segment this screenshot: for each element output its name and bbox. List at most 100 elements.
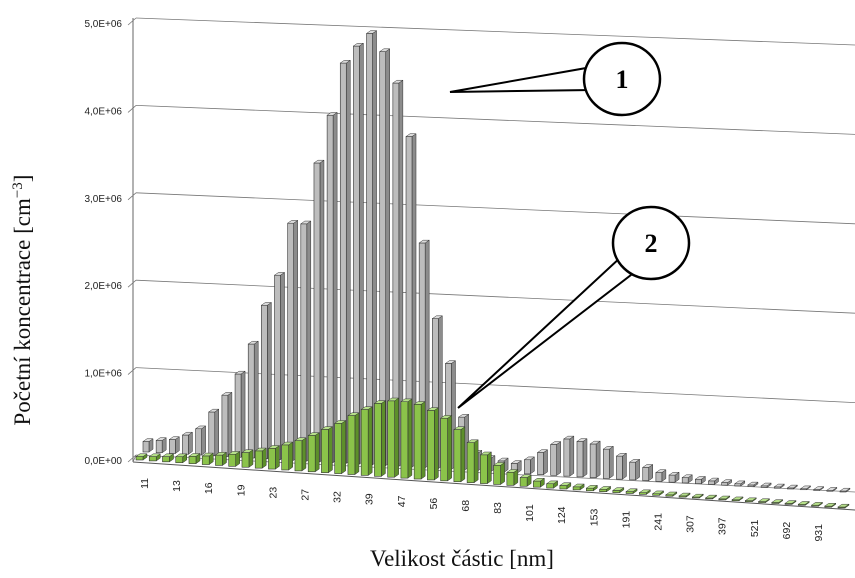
bar-1-12 — [300, 220, 312, 462]
bar-1-51 — [812, 486, 825, 491]
x-tick-label: 191 — [620, 511, 632, 529]
bar-2-26 — [479, 451, 493, 485]
x-tick-label: 124 — [556, 506, 568, 524]
bar-1-1 — [155, 437, 167, 454]
bar-2-9 — [254, 447, 268, 469]
bar-1-4 — [194, 425, 207, 456]
bar-2-29 — [519, 474, 532, 487]
tick-mark — [127, 279, 137, 288]
bar-2-3 — [174, 453, 188, 464]
bar-2-51 — [810, 501, 824, 507]
x-tick-label: 56 — [428, 498, 440, 510]
x-tick-label: 23 — [267, 487, 279, 499]
callout-1: 1 — [449, 41, 662, 117]
bar-1-39 — [655, 469, 667, 482]
y-tick-label: 5,0E+06 — [84, 19, 122, 30]
bar-2-34 — [585, 484, 599, 492]
x-tick-label: 19 — [235, 484, 247, 496]
bar-2-5 — [201, 452, 215, 466]
x-tick-label: 83 — [492, 502, 504, 514]
callout-1-pointer — [449, 65, 593, 93]
bar-2-48 — [770, 499, 784, 504]
bar-1-49 — [786, 484, 799, 490]
bar-2-36 — [612, 487, 625, 494]
bar-2-28 — [506, 469, 519, 486]
bar-1-19 — [392, 79, 404, 467]
bar-1-47 — [760, 482, 772, 488]
bar-2-42 — [691, 493, 705, 499]
bar-2-14 — [320, 426, 334, 474]
bar-2-1 — [148, 453, 162, 462]
x-tick-label: 101 — [524, 504, 536, 522]
x-tick-label: 521 — [749, 519, 761, 537]
floor-edge — [132, 454, 137, 463]
bar-2-7 — [227, 450, 241, 467]
bar-1-5 — [207, 408, 220, 457]
callout-2-label: 2 — [645, 229, 658, 258]
x-tick-label: 47 — [396, 495, 408, 507]
bar-2-43 — [704, 494, 718, 500]
y-tick-label: 1,0E+06 — [84, 369, 122, 380]
gridline — [135, 192, 855, 225]
bar-1-31 — [549, 441, 562, 476]
y-tick-label: 3,0E+06 — [84, 194, 122, 205]
bar-2-19 — [386, 397, 400, 478]
y-tick-label: 4,0E+06 — [84, 106, 122, 117]
bar-1-8 — [247, 340, 260, 459]
bar-1-15 — [339, 59, 352, 464]
bar-1-11 — [286, 219, 299, 461]
bar-1-36 — [615, 452, 628, 480]
y-axis-title-exponent: −3 — [10, 182, 26, 198]
bar-1-3 — [181, 431, 194, 455]
bar-1-0 — [142, 438, 154, 453]
tick-mark — [127, 17, 137, 26]
bar-2-21 — [413, 401, 426, 480]
tick-mark — [127, 192, 137, 201]
bar-1-53 — [839, 487, 851, 493]
x-tick-label: 153 — [588, 509, 600, 527]
y-axis-tick-labels: 0,0E+00 1,0E+06 2,0E+06 3,0E+06 4,0E+06 5,0E+… — [84, 19, 122, 467]
bar-1-7 — [234, 370, 246, 458]
gridline — [135, 279, 855, 314]
bar-1-48 — [773, 483, 786, 489]
series-2-bars — [135, 397, 850, 509]
bar-2-18 — [373, 400, 387, 477]
gridline — [135, 17, 855, 46]
bar-2-10 — [267, 445, 281, 470]
series-1-bars — [142, 30, 851, 493]
bar-2-50 — [797, 501, 811, 506]
bar-1-45 — [733, 480, 746, 487]
bar-1-6 — [221, 391, 233, 458]
bar-2-31 — [545, 480, 559, 489]
bar-2-12 — [294, 437, 307, 472]
x-tick-label: 692 — [781, 522, 793, 540]
bar-2-17 — [360, 406, 373, 476]
x-axis-tick-labels: 11 13 16 19 23 27 32 39 47 56 68 83 101 124 153 191 241 3… — [139, 478, 825, 542]
tick-mark — [127, 367, 137, 375]
bar-2-23 — [439, 414, 453, 482]
bar-1-35 — [602, 445, 615, 479]
bar-1-14 — [326, 111, 338, 464]
bar-2-46 — [744, 497, 758, 503]
bar-1-41 — [681, 474, 693, 484]
bar-1-33 — [576, 438, 588, 478]
bar-1-9 — [260, 301, 273, 460]
bar-2-20 — [400, 398, 413, 479]
bar-1-40 — [668, 471, 680, 483]
bar-1-32 — [563, 435, 575, 477]
x-tick-label: 11 — [139, 478, 151, 489]
callout-1-circle — [582, 41, 662, 117]
bar-2-35 — [598, 485, 612, 493]
bar-2-2 — [161, 453, 175, 463]
tick-mark — [127, 105, 137, 113]
bar-2-24 — [453, 426, 466, 483]
x-axis-baseline — [132, 461, 855, 511]
x-tick-label: 68 — [460, 500, 472, 512]
bar-2-15 — [333, 420, 347, 475]
bar-1-50 — [799, 485, 812, 491]
bar-2-47 — [757, 498, 771, 504]
bar-1-52 — [826, 486, 838, 492]
callout-1-label: 1 — [616, 65, 629, 94]
bar-1-37 — [628, 458, 641, 481]
